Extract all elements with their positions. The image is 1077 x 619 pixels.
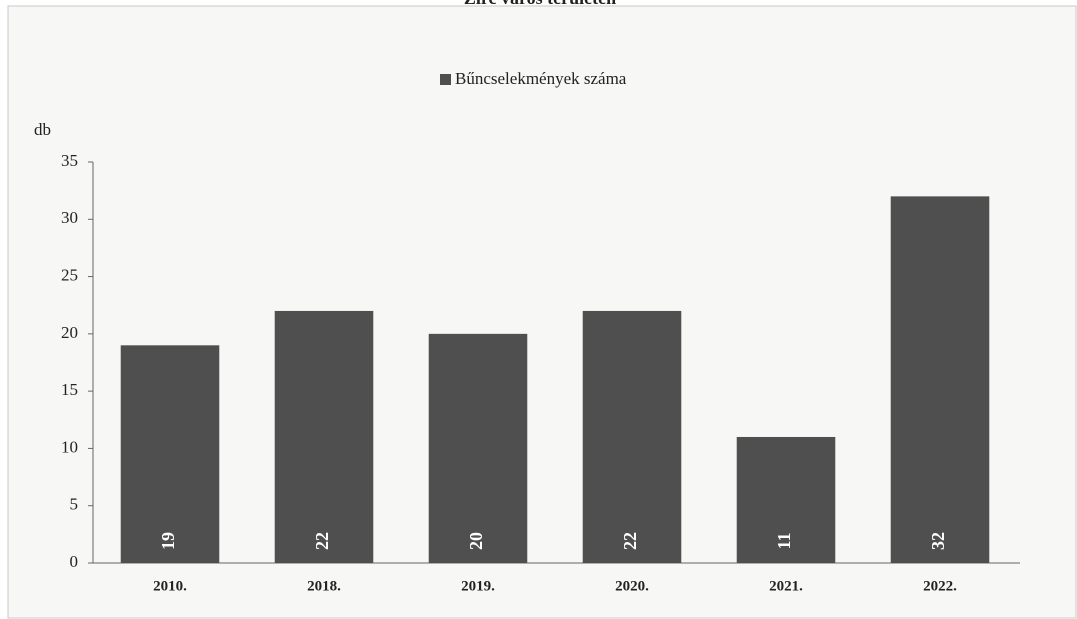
y-tick-label: 5 bbox=[70, 495, 79, 514]
y-tick-label: 30 bbox=[61, 208, 78, 227]
y-axis-label: db bbox=[34, 120, 51, 139]
legend-label: Bűncselekmények száma bbox=[455, 69, 627, 88]
bar bbox=[582, 310, 682, 563]
bar bbox=[274, 310, 374, 563]
legend-swatch bbox=[440, 74, 451, 85]
chart-title: Zirc város területén bbox=[464, 0, 616, 8]
data-label: 32 bbox=[928, 532, 948, 550]
bar bbox=[890, 196, 990, 563]
bar bbox=[736, 436, 836, 563]
x-tick-label: 2018. bbox=[307, 578, 341, 594]
bar bbox=[428, 333, 528, 563]
data-label: 20 bbox=[466, 532, 486, 550]
y-tick-label: 0 bbox=[70, 552, 79, 571]
y-tick-label: 25 bbox=[61, 265, 78, 284]
x-tick-label: 2021. bbox=[769, 578, 803, 594]
y-tick-label: 15 bbox=[61, 380, 78, 399]
bar bbox=[120, 345, 220, 563]
x-tick-label: 2020. bbox=[615, 578, 649, 594]
x-tick-label: 2022. bbox=[923, 578, 957, 594]
y-tick-label: 35 bbox=[61, 151, 78, 170]
data-label: 22 bbox=[620, 532, 640, 550]
x-tick-label: 2019. bbox=[461, 578, 495, 594]
data-label: 11 bbox=[774, 532, 794, 549]
y-tick-label: 10 bbox=[61, 437, 78, 456]
data-label: 19 bbox=[158, 532, 178, 550]
data-label: 22 bbox=[312, 532, 332, 550]
y-tick-label: 20 bbox=[61, 323, 78, 342]
x-tick-label: 2010. bbox=[153, 578, 187, 594]
